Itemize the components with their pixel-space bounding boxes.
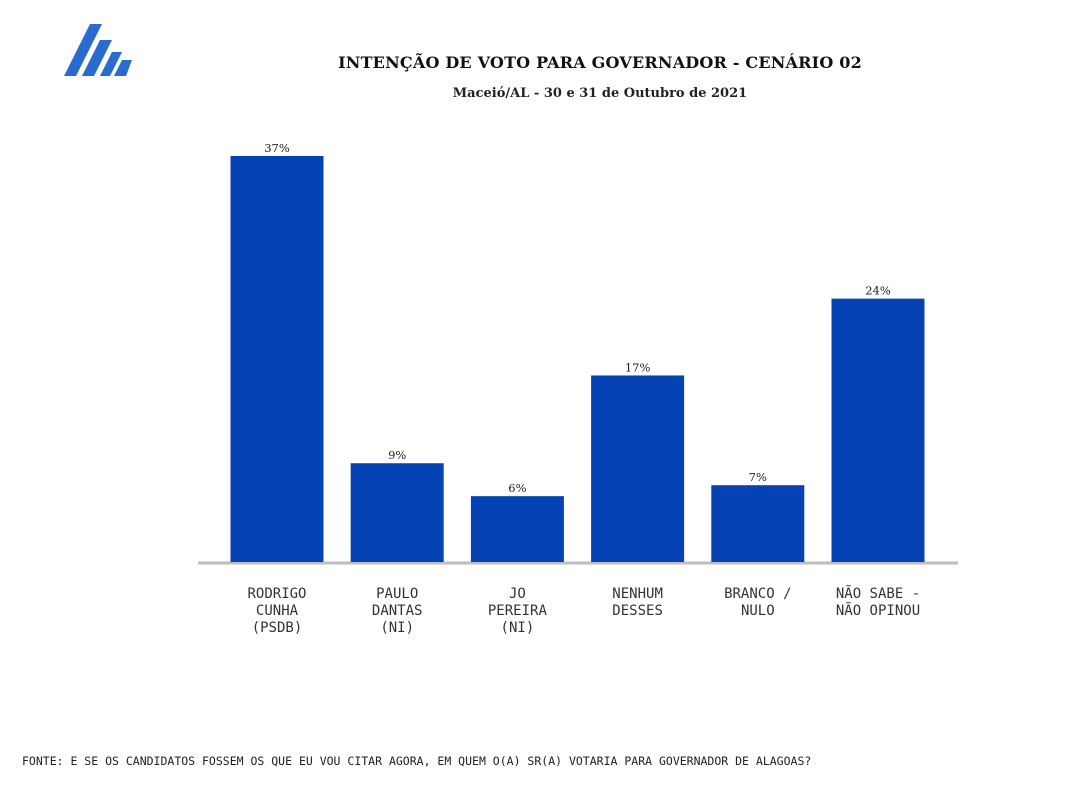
bar-value-label: 7% — [749, 470, 767, 484]
category-label: NÃO SABE - NÃO OPINOU — [835, 586, 921, 619]
category-label: NENHUM DESSES — [612, 586, 663, 619]
building-logo-icon — [64, 24, 132, 76]
bar-value-label: 37% — [264, 141, 290, 155]
bar — [350, 463, 444, 562]
bar-value-label: 6% — [508, 481, 526, 495]
bar-value-label: 9% — [388, 448, 406, 462]
bar — [591, 375, 685, 562]
category-label: PAULO DANTAS (NI) — [371, 586, 423, 636]
chart-subtitle: Maceió/AL - 30 e 31 de Outubro de 2021 — [452, 86, 748, 101]
bar — [470, 496, 564, 562]
category-label: BRANCO / NULO — [724, 586, 792, 619]
source-note: FONTE: E SE OS CANDIDATOS FOSSEM OS QUE … — [22, 754, 812, 768]
bar — [711, 485, 805, 562]
bar — [831, 298, 925, 562]
category-label: RODRIGO CUNHA (PSDB) — [247, 586, 307, 636]
bar — [230, 156, 324, 562]
bar-value-label: 17% — [625, 360, 651, 374]
bar-chart: 37% 9% 6% 17% 7% 24% — [198, 141, 958, 565]
bar-value-label: 24% — [865, 284, 891, 298]
category-label: JO PEREIRA (NI) — [487, 586, 547, 636]
chart-title: INTENÇÃO DE VOTO PARA GOVERNADOR - CENÁR… — [338, 53, 862, 72]
